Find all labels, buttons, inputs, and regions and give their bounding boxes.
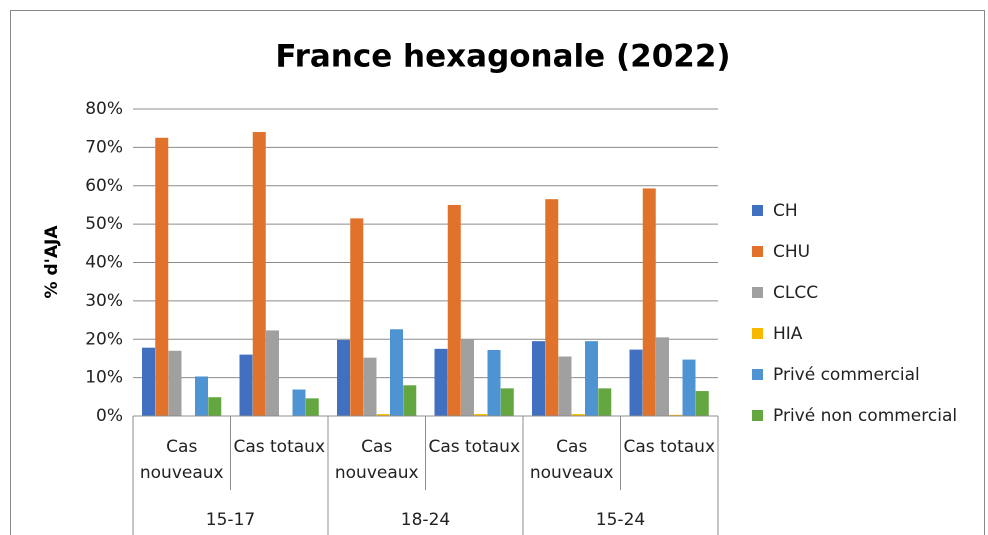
bar [487, 349, 501, 416]
legend-label: Privé commercial [773, 365, 920, 385]
chart-border [10, 10, 985, 535]
bar [252, 132, 266, 416]
bar [208, 397, 222, 416]
bar [656, 337, 669, 416]
bar [434, 348, 448, 416]
y-tick-label: 40% [85, 253, 123, 273]
x-tick-label: Cas totaux [428, 437, 521, 457]
bar [669, 414, 683, 416]
bar [155, 137, 169, 416]
bar [305, 398, 319, 416]
x-tick-label: Cas nouveaux [334, 437, 419, 483]
bar [363, 357, 377, 416]
x-tick-label: Cas totaux [233, 437, 326, 457]
y-axis-title: % d'AJA [42, 225, 62, 299]
x-tick-label: Cas nouveaux [139, 437, 224, 483]
legend-swatch [752, 246, 763, 257]
legend-label: CHU [773, 242, 810, 262]
bar [585, 341, 598, 416]
bar [571, 414, 585, 416]
legend-swatch [752, 287, 763, 298]
legend-label: HIA [773, 324, 803, 344]
legend-swatch [752, 205, 763, 216]
bar [403, 385, 417, 416]
group-label: 15-17 [206, 510, 255, 530]
y-tick-label: 80% [85, 99, 123, 119]
bar [598, 388, 612, 416]
bar [142, 347, 155, 416]
bar [350, 218, 364, 416]
legend-label: CLCC [773, 283, 818, 303]
legend-label: Privé non commercial [773, 406, 957, 426]
legend-swatch [752, 369, 763, 380]
bar [266, 330, 279, 416]
legend-swatch [752, 410, 763, 421]
bar [545, 199, 559, 416]
y-tick-label: 10% [85, 368, 123, 388]
bar [195, 376, 208, 416]
x-tick-label: Cas nouveaux [529, 437, 614, 483]
bar [376, 414, 390, 416]
y-tick-label: 50% [85, 214, 123, 234]
bar [474, 414, 488, 416]
chart-title: France hexagonale (2022) [275, 39, 730, 75]
bar [500, 388, 514, 416]
bar [461, 339, 474, 416]
x-tick-label: Cas totaux [623, 437, 716, 457]
bar [168, 350, 182, 416]
y-tick-label: 30% [85, 291, 123, 311]
y-tick-label: 70% [85, 137, 123, 157]
bar [642, 188, 656, 416]
bar [682, 359, 696, 416]
bar [695, 391, 709, 416]
bar [390, 329, 403, 416]
y-tick-label: 0% [96, 406, 123, 426]
bar [292, 389, 306, 416]
legend-label: CH [773, 201, 798, 221]
group-label: 15-24 [596, 510, 645, 530]
bar [447, 204, 461, 416]
bar [337, 340, 350, 416]
legend-swatch [752, 328, 763, 339]
bar [629, 349, 643, 416]
bar [558, 356, 572, 416]
bar [239, 354, 253, 416]
bar [532, 341, 545, 416]
y-tick-label: 20% [85, 329, 123, 349]
y-tick-label: 60% [85, 176, 123, 196]
group-label: 18-24 [401, 510, 450, 530]
